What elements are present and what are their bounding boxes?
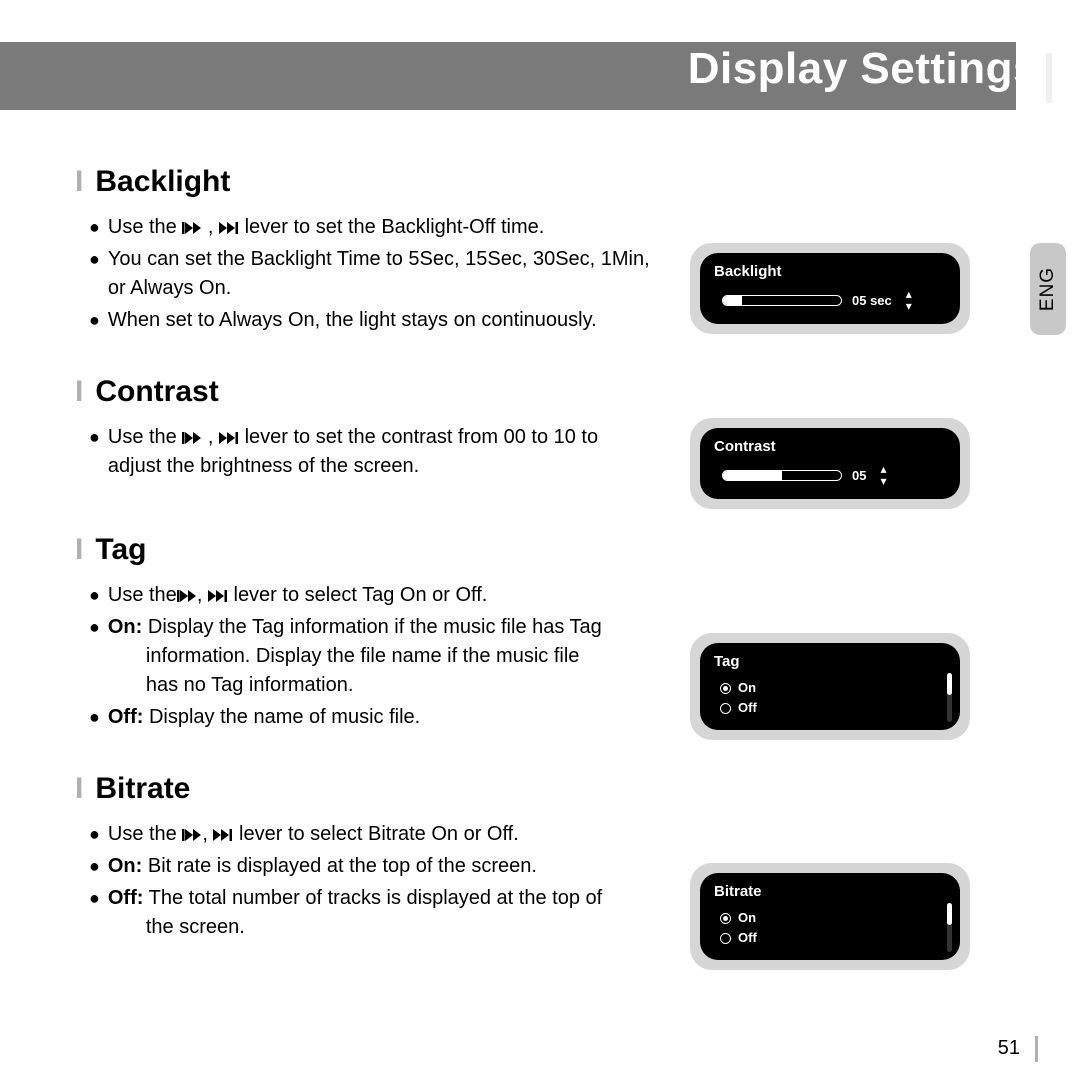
section-pipe: I	[75, 165, 83, 199]
contrast-slider	[722, 470, 842, 481]
scroll-indicator	[947, 903, 952, 952]
screen-label: Bitrate	[714, 883, 946, 900]
skip-fwd-icon	[219, 431, 239, 445]
section-pipe: I	[75, 772, 83, 806]
skip-fwd-icon	[208, 589, 228, 603]
option-off: Off	[720, 698, 946, 718]
tag-bullets: ●Use the, lever to select Tag On or Off.…	[89, 581, 654, 732]
screen-tag: Tag On Off	[690, 633, 970, 740]
screen-label: Backlight	[714, 263, 946, 280]
screen-label: Contrast	[714, 438, 946, 455]
screen-bitrate: Bitrate On Off	[690, 863, 970, 970]
backlight-slider	[722, 295, 842, 306]
skip-back-icon	[177, 589, 197, 603]
option-off: Off	[720, 928, 946, 948]
section-title: Contrast	[95, 375, 218, 409]
header-divider	[1046, 53, 1052, 103]
radio-icon	[720, 933, 731, 944]
skip-back-icon	[182, 431, 202, 445]
section-head-bitrate: I Bitrate	[75, 772, 1015, 806]
section-head-tag: I Tag	[75, 533, 1015, 567]
section-head-backlight: I Backlight	[75, 165, 1015, 199]
option-on: On	[720, 908, 946, 928]
screen-label: Tag	[714, 653, 946, 670]
contrast-bullets: ●Use the , lever to set the contrast fro…	[89, 423, 654, 481]
section-pipe: I	[75, 375, 83, 409]
radio-icon	[720, 703, 731, 714]
scroll-indicator	[947, 673, 952, 722]
sort-icon: ▴▾	[880, 463, 886, 487]
option-on: On	[720, 678, 946, 698]
page-number: 51	[998, 1037, 1020, 1060]
sort-icon: ▴▾	[906, 288, 912, 312]
language-label: ENG	[1037, 267, 1059, 311]
language-tab: ENG	[1030, 243, 1066, 335]
skip-back-icon	[182, 828, 202, 842]
skip-fwd-icon	[213, 828, 233, 842]
backlight-value: 05 sec	[852, 293, 892, 308]
section-title: Tag	[95, 533, 146, 567]
section-head-contrast: I Contrast	[75, 375, 1015, 409]
section-title: Bitrate	[95, 772, 190, 806]
backlight-bullets: ●Use the , lever to set the Backlight-Of…	[89, 213, 654, 335]
section-title: Backlight	[95, 165, 230, 199]
bitrate-bullets: ●Use the , lever to select Bitrate On or…	[89, 820, 654, 942]
radio-selected-icon	[720, 683, 731, 694]
page-number-divider	[1035, 1036, 1038, 1062]
section-pipe: I	[75, 533, 83, 567]
skip-back-icon	[182, 221, 202, 235]
skip-fwd-icon	[219, 221, 239, 235]
contrast-value: 05	[852, 468, 866, 483]
page-title: Display Settings	[688, 44, 1038, 94]
screen-backlight: Backlight 05 sec ▴▾	[690, 243, 970, 334]
radio-selected-icon	[720, 913, 731, 924]
screen-contrast: Contrast 05 ▴▾	[690, 418, 970, 509]
